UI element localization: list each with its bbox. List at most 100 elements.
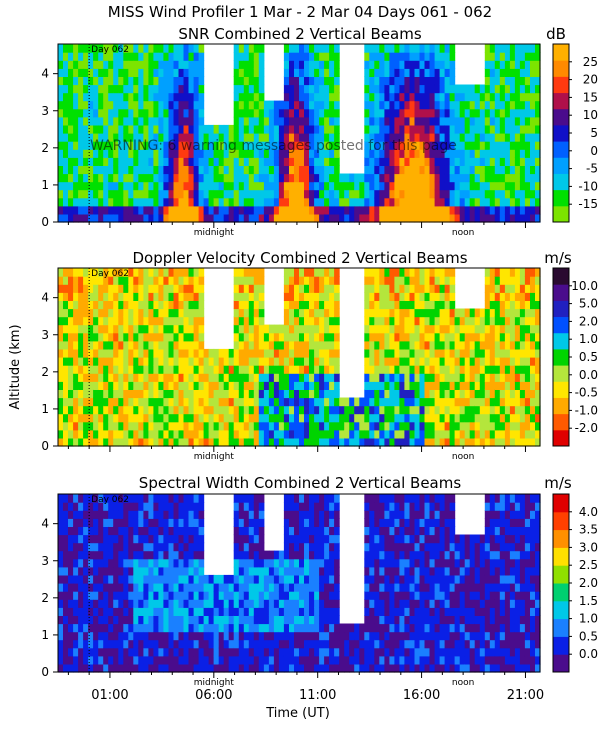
snr-heat-cell [404,60,410,69]
snr-heat-cell [439,124,446,134]
doppler-heat-cell [213,373,220,382]
spectral-heat-cell [203,663,210,673]
spectral-heat-cell [113,550,119,560]
snr-heat-cell [173,60,180,69]
spectral-heat-cell [173,583,180,592]
snr-heat-cell [469,157,476,166]
doppler-heat-cell [524,373,531,382]
doppler-heat-cell [479,397,486,407]
snr-heat-cell [479,108,486,118]
snr-heat-cell [193,181,200,191]
spectral-heat-cell [168,550,175,560]
snr-heat-cell [163,108,169,118]
doppler-heat-cell [519,308,526,318]
snr-heat-cell [434,124,441,134]
snr-heat-cell [309,213,315,223]
snr-heat-cell [223,197,230,207]
snr-heat-cell [133,189,139,199]
doppler-heat-cell [344,405,350,415]
doppler-heat-cell [484,397,491,407]
snr-heat-cell [344,189,350,199]
doppler-heat-cell [324,389,330,399]
snr-heat-cell [389,108,395,118]
doppler-heat-cell [118,405,124,415]
doppler-heat-cell [73,421,79,431]
spectral-heat-cell [93,599,99,608]
doppler-heat-cell [158,437,164,447]
snr-heat-cell [188,108,195,118]
doppler-heat-cell [128,332,134,342]
spectral-heat-cell [289,558,295,568]
snr-heat-cell [68,52,74,61]
doppler-heat-cell [168,405,175,415]
snr-heat-cell [434,76,441,86]
spectral-heat-cell [178,615,185,625]
snr-heat-cell [409,108,416,118]
spectral-heat-cell [163,542,169,552]
snr-heat-cell [133,100,139,110]
doppler-heat-cell [113,308,119,318]
snr-heat-cell [319,76,325,86]
doppler-heat-cell [248,437,255,447]
doppler-heat-cell [118,421,124,431]
doppler-heat-cell [193,365,200,374]
snr-heat-cell [273,213,280,223]
spectral-heat-cell [173,607,180,616]
snr-heat-cell [68,181,74,191]
spectral-heat-cell [158,607,164,616]
spectral-heat-cell [289,494,295,503]
spectral-heat-cell [103,542,109,552]
doppler-heat-cell [479,308,486,318]
spectral-heat-cell [263,599,270,608]
doppler-heat-cell [123,437,129,447]
doppler-heat-cell [138,284,144,293]
snr-heat-cell [178,84,185,94]
snr-heat-cell [143,173,149,183]
snr-heat-cell [434,165,441,175]
snr-heat-cell [113,108,119,118]
spectral-heat-cell [138,518,144,527]
snr-heat-cell [429,92,436,102]
doppler-heat-cell [168,413,175,423]
spectral-heat-cell [283,655,290,665]
doppler-heat-cell [334,332,340,342]
snr-heat-cell [469,213,476,223]
snr-heat-cell [299,116,305,126]
doppler-heat-cell [128,276,134,285]
snr-heat-cell [374,197,380,207]
spectral-heat-cell [193,494,200,503]
doppler-heat-cell [389,397,395,407]
doppler-heat-cell [118,292,124,301]
spectral-heat-cell [283,663,290,673]
doppler-heat-cell [484,340,491,350]
snr-heat-cell [329,76,335,86]
snr-heat-cell [514,149,521,158]
doppler-heat-cell [535,373,541,382]
spectral-heat-cell [163,583,169,592]
snr-heat-cell [414,84,421,94]
snr-heat-cell [123,52,129,61]
doppler-heat-cell [63,268,69,277]
doppler-heat-cell [153,373,159,382]
spectral-heat-cell [243,647,250,657]
doppler-midnight-label: midnight [194,452,235,462]
spectral-heat-cell [243,574,250,584]
snr-heat-cell [188,197,195,207]
spectral-heat-cell [188,655,195,665]
doppler-heat-cell [399,437,405,447]
doppler-heat-cell [103,357,109,366]
spectral-heat-cell [183,647,190,657]
spectral-heat-cell [188,534,195,544]
doppler-heat-cell [233,421,240,431]
snr-heat-cell [419,100,426,110]
spectral-heat-cell [283,647,290,657]
snr-heat-cell [118,173,124,183]
snr-heat-cell [324,181,330,191]
doppler-heat-cell [509,268,516,277]
snr-heat-cell [208,173,215,183]
snr-heat-cell [143,181,149,191]
snr-heat-cell [283,173,290,183]
snr-heat-cell [399,197,405,207]
snr-heat-cell [444,92,451,102]
doppler-heat-cell [263,389,270,399]
